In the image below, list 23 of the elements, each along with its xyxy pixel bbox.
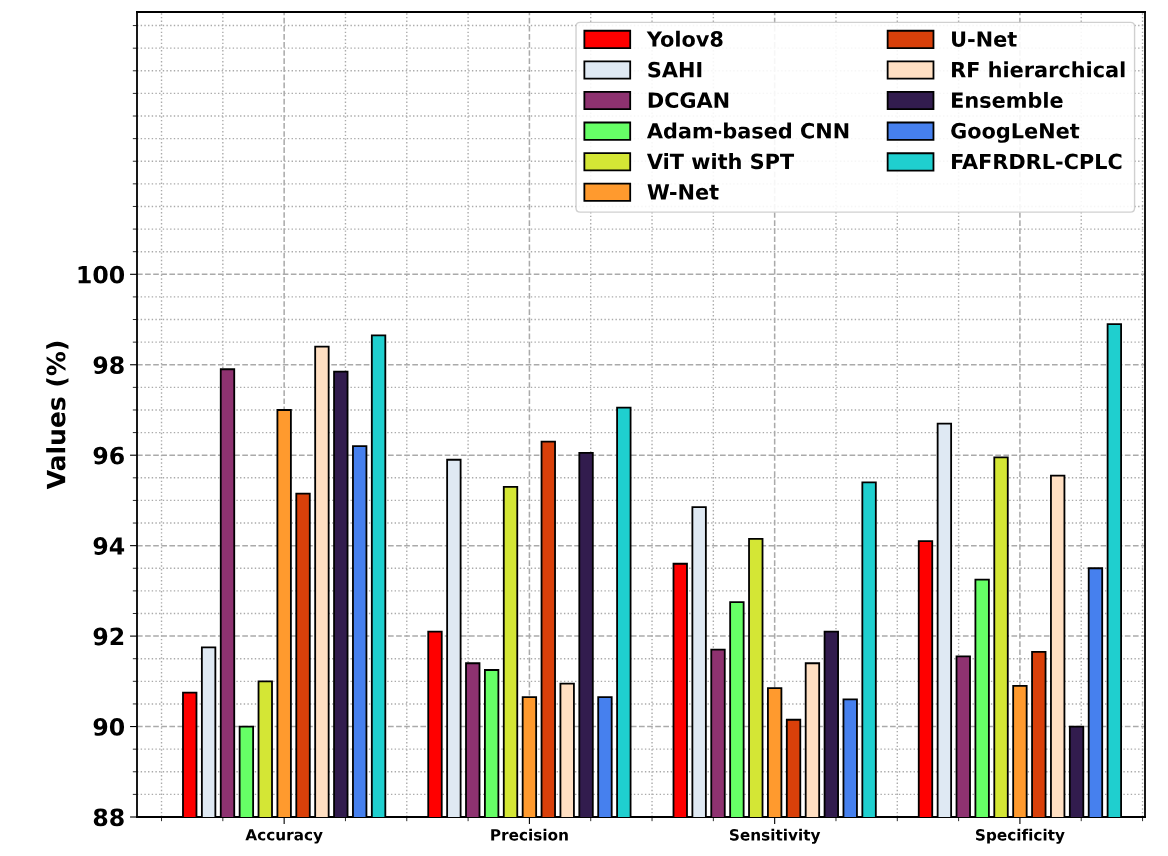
y-tick-label: 96 <box>93 446 124 465</box>
y-tick-label: 90 <box>93 718 125 736</box>
x-tick-label: Accuracy <box>245 829 323 844</box>
legend-label: ViT with SPT <box>646 153 795 170</box>
legend-label: Adam-based CNN <box>646 122 849 139</box>
legend-label: GoogLeNet <box>951 122 1080 143</box>
legend-label: U-Net <box>952 31 1017 47</box>
x-tick-label: Precision <box>491 828 568 841</box>
x-tick-label: Specificity <box>976 828 1065 844</box>
y-tick-label: 100 <box>78 265 125 284</box>
y-tick-label: 92 <box>93 627 124 646</box>
legend-label: FAFRDRL-CPLC <box>952 153 1122 170</box>
legend-label: Yolov8 <box>646 30 723 47</box>
y-tick-label: 88 <box>93 808 124 827</box>
y-axis-title: Values (%) <box>46 341 69 490</box>
y-tick-label: 94 <box>93 537 125 555</box>
y-tick-label: 98 <box>93 356 124 375</box>
legend-label: RF hierarchical <box>952 61 1125 78</box>
legend-label: SAHI <box>648 61 702 78</box>
legend-label: Ensemble <box>952 91 1063 109</box>
legend-label: DCGAN <box>648 92 729 109</box>
x-tick-label: Sensitivity <box>729 828 821 844</box>
legend-label: W-Net <box>647 184 719 200</box>
